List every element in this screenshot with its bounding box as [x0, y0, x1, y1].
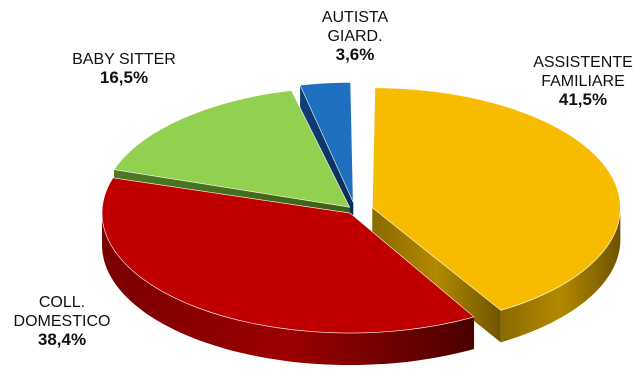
slice-label-name: BABY SITTER: [72, 51, 176, 68]
slice-value-label: 41,5%: [559, 90, 607, 109]
pie-slice-side: [500, 207, 621, 343]
slice-value-label: 3,6%: [336, 45, 375, 64]
slice-label-name: GIARD.: [327, 28, 382, 45]
slice-value-label: 38,4%: [38, 330, 86, 349]
slice-label: AUTISTA GIARD.3,6%: [322, 9, 389, 64]
slice-label-name: FAMILIARE: [541, 73, 625, 90]
pie-slice: [101, 177, 475, 334]
slice-label-name: DOMESTICO: [14, 313, 111, 330]
pie-slice: [299, 82, 354, 203]
slice-label-name: ASSISTENTE: [533, 54, 633, 71]
pie-slice-cut-face: [372, 207, 501, 343]
slice-value-label: 16,5%: [100, 68, 148, 87]
slice-label-name: COLL.: [39, 294, 85, 311]
pie-slice: [372, 87, 621, 311]
slice-label-name: AUTISTA: [322, 9, 389, 26]
pie-slice: [113, 90, 351, 208]
pie-slice-side: [102, 213, 475, 366]
